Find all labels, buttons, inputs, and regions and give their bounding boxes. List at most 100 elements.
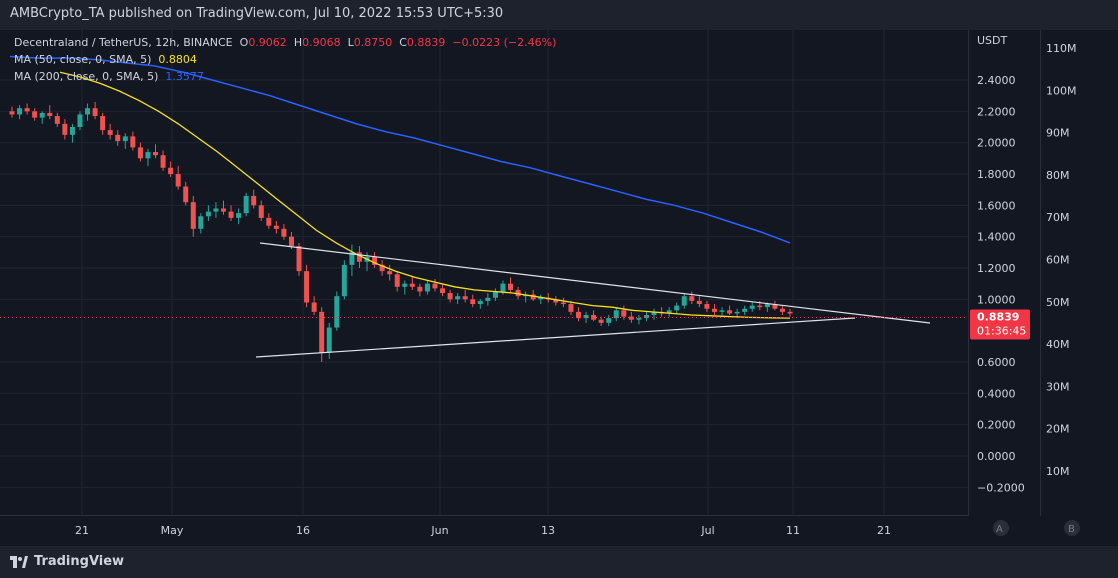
price-tick-label: 1.4000 xyxy=(977,231,1016,244)
candle-body xyxy=(47,112,53,117)
price-axis-divider xyxy=(968,30,969,516)
publisher-bar: AMBCrypto_TA published on TradingView.co… xyxy=(0,0,1118,30)
candle-body xyxy=(341,264,347,297)
candle-body xyxy=(153,152,159,156)
candle-body xyxy=(175,174,181,187)
candle-body xyxy=(719,310,725,312)
candles-layer xyxy=(9,101,793,362)
candle-body xyxy=(281,228,287,237)
volume-tick-label: 100M xyxy=(1046,84,1077,97)
candle-body xyxy=(296,246,302,272)
volume-axis-divider xyxy=(1040,30,1041,516)
price-tick-label: 1.6000 xyxy=(977,199,1016,212)
price-tick-label: 2.4000 xyxy=(977,74,1016,87)
candle-body xyxy=(492,291,498,298)
candle-body xyxy=(576,311,582,319)
candle-body xyxy=(734,311,740,314)
candle-body xyxy=(779,308,785,312)
candle-body xyxy=(69,127,75,135)
candle-body xyxy=(424,283,430,292)
candle-body xyxy=(477,300,483,305)
volume-tick-label: 80M xyxy=(1046,169,1070,182)
candle-body xyxy=(432,283,438,289)
volume-tick-label: 70M xyxy=(1046,211,1070,224)
price-chart[interactable]: 2.4000 2.2000 2.0000 1.8000 1.6000 1.4000 1.20… xyxy=(0,0,1118,546)
volume-tick-label: 20M xyxy=(1046,423,1070,436)
price-axis-labels: 2.4000 2.2000 2.0000 1.8000 1.6000 1.4000 1.20… xyxy=(977,74,1025,494)
ma50-row[interactable]: MA (50, close, 0, SMA, 5) 0.8804 xyxy=(14,51,556,68)
symbol-label[interactable]: Decentraland / TetherUS, 12h, BINANCE xyxy=(14,36,233,49)
currency-label: USDT xyxy=(977,34,1008,47)
candle-body xyxy=(742,308,748,312)
ma200-line xyxy=(9,55,791,244)
publisher-line: AMBCrypto_TA published on TradingView.co… xyxy=(10,6,504,21)
candle-body xyxy=(598,319,604,323)
candle-body xyxy=(198,216,204,229)
candle-body xyxy=(538,297,544,300)
scale-a-label: A xyxy=(996,524,1003,535)
candle-body xyxy=(553,299,559,303)
candle-body xyxy=(409,283,415,287)
candle-body xyxy=(379,264,385,272)
candle-body xyxy=(122,136,128,142)
tradingview-logo-icon xyxy=(10,555,28,568)
candle-body xyxy=(183,186,189,203)
time-tick-label: 13 xyxy=(541,524,555,537)
chart-legend: Decentraland / TetherUS, 12h, BINANCE O0… xyxy=(14,34,556,85)
candle-body xyxy=(372,257,378,265)
candle-body xyxy=(304,271,310,303)
tradingview-logo[interactable]: TradingView xyxy=(10,554,124,569)
candle-body xyxy=(92,108,98,117)
candle-body xyxy=(266,217,272,226)
candle-body xyxy=(591,315,597,320)
candle-body xyxy=(711,308,717,312)
ma200-row[interactable]: MA (200, close, 0, SMA, 5) 1.3577 xyxy=(14,68,556,85)
candle-body xyxy=(628,316,634,320)
candle-body xyxy=(440,288,446,294)
candle-body xyxy=(787,311,793,314)
volume-tick-label: 90M xyxy=(1046,127,1070,140)
candle-body xyxy=(508,283,514,290)
price-tick-label: 1.2000 xyxy=(977,262,1016,275)
candle-body xyxy=(334,296,340,328)
close-value: 0.8839 xyxy=(406,36,446,49)
price-tick-label: 1.8000 xyxy=(977,168,1016,181)
tradingview-brand: TradingView xyxy=(34,554,125,569)
volume-tick-label: 10M xyxy=(1046,465,1070,478)
time-tick-label: Jun xyxy=(430,524,448,537)
candle-body xyxy=(727,310,733,314)
candle-body xyxy=(500,283,506,292)
candle-body xyxy=(77,114,83,127)
low-value: 0.8750 xyxy=(353,36,393,49)
time-tick-label: 11 xyxy=(786,524,800,537)
candle-body xyxy=(613,310,619,319)
candle-body xyxy=(606,318,612,323)
candle-body xyxy=(402,283,408,287)
candle-body xyxy=(757,305,763,308)
time-tick-label: May xyxy=(161,524,184,537)
candle-body xyxy=(190,202,196,229)
candle-body xyxy=(696,300,702,305)
time-tick-label: 21 xyxy=(877,524,891,537)
candle-body xyxy=(704,304,710,309)
time-axis-labels: 21 May 16 Jun 13 Jul 11 21 xyxy=(75,524,891,537)
triangle-upper-trendline[interactable] xyxy=(259,242,931,324)
scale-b-button[interactable] xyxy=(1064,520,1080,536)
candle-body xyxy=(387,271,393,275)
candle-body xyxy=(643,315,649,319)
price-tick-label: −0.2000 xyxy=(977,481,1025,494)
candle-body xyxy=(288,236,294,247)
candle-body xyxy=(447,293,453,300)
triangle-lower-trendline[interactable] xyxy=(255,317,856,358)
scale-a-button[interactable] xyxy=(993,520,1009,536)
time-tick-label: 21 xyxy=(75,524,89,537)
volume-tick-label: 50M xyxy=(1046,296,1070,309)
ma200-value: 1.3577 xyxy=(165,70,204,83)
candle-body xyxy=(220,208,226,212)
candle-body xyxy=(636,318,642,320)
ma50-label: MA (50, close, 0, SMA, 5) xyxy=(14,53,152,66)
candle-body xyxy=(251,195,257,206)
scale-b-label: B xyxy=(1068,524,1075,535)
candle-body xyxy=(39,112,45,118)
price-tick-label: 1.0000 xyxy=(977,293,1016,306)
